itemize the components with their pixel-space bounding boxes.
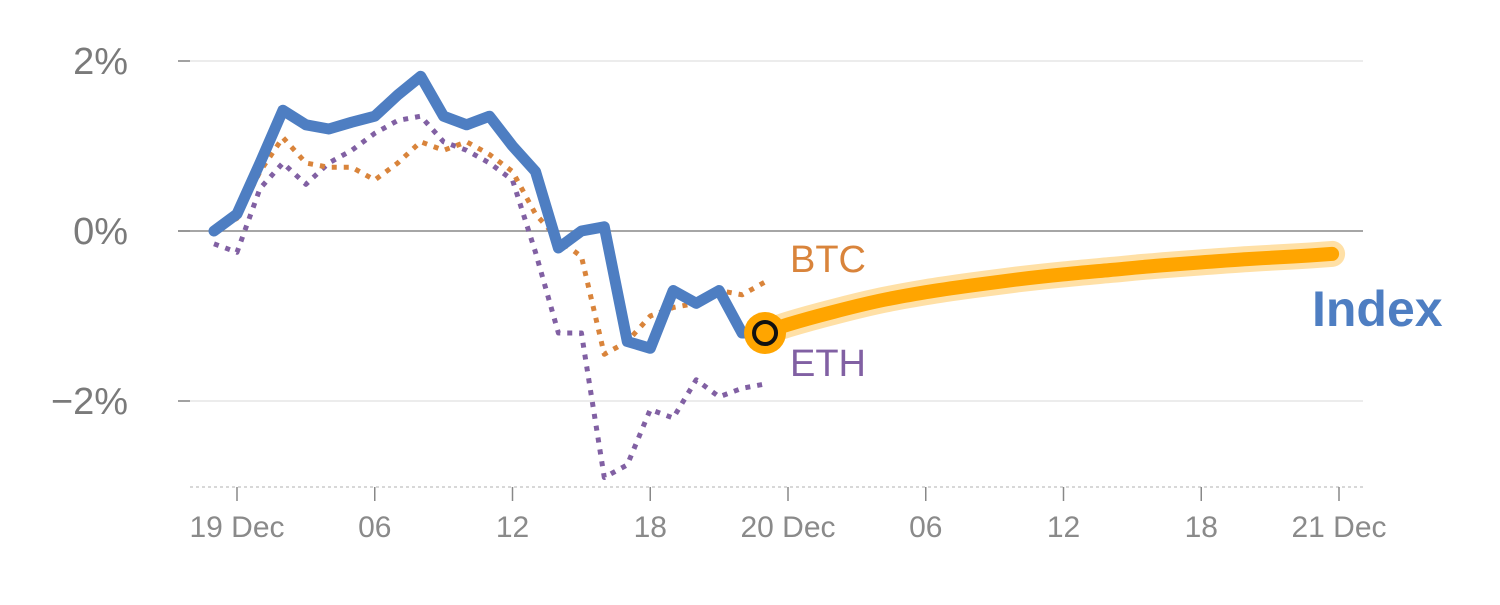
x-tick-label: 18 (634, 511, 667, 544)
eth-label: ETH (790, 343, 866, 385)
forecast-line (758, 246, 1340, 340)
x-tick-label: 12 (1047, 511, 1080, 544)
btc-label: BTC (790, 239, 866, 281)
y-tick-label: −2% (51, 381, 128, 423)
x-tick-label: 21 Dec (1291, 511, 1386, 544)
y-tick-label: 0% (73, 211, 128, 253)
x-tick-label: 12 (496, 511, 529, 544)
current-point-marker (752, 320, 779, 346)
index-label: Index (1312, 281, 1443, 337)
btc-series-line (212, 135, 767, 357)
x-tick-label: 18 (1185, 511, 1218, 544)
x-tick-label: 06 (358, 511, 391, 544)
eth-series-line (213, 113, 766, 480)
x-tick-label: 19 Dec (189, 511, 284, 544)
y-tick-label: 2% (73, 41, 128, 83)
x-tick-label: 20 Dec (740, 511, 835, 544)
index-series-line (208, 70, 771, 354)
x-tick-label: 06 (909, 511, 942, 544)
